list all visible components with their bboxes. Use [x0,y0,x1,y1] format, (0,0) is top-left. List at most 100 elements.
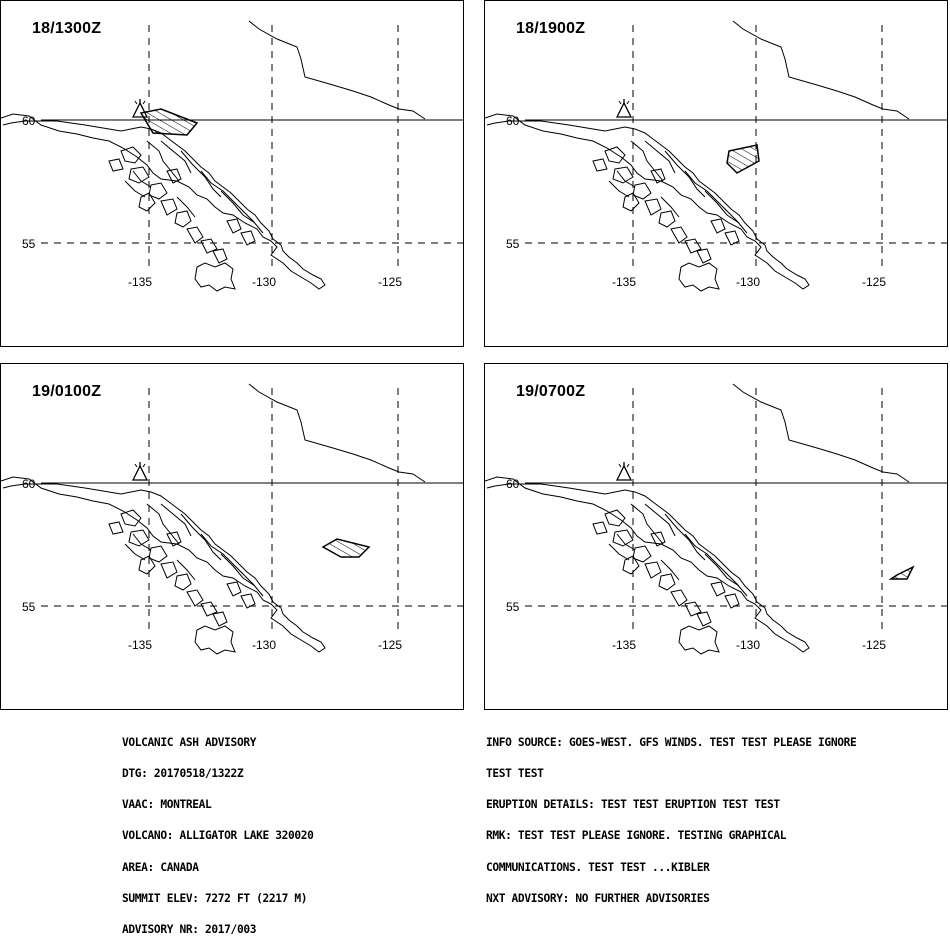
map-panel-2: 18/1900Z 60 55 -135 -130 -125 [484,0,948,347]
island [128,166,150,184]
island [186,226,204,244]
map-panel-3: 19/0100Z 60 55 -135 -130 -125 [0,363,464,710]
island [160,561,178,579]
island [240,593,256,609]
map-label-lon-135: -135 [612,275,637,289]
advisory-line: DTG: 20170518/1322Z [122,767,244,781]
island [166,168,182,184]
ash-cloud-polygon [888,565,915,580]
map-label-lon-135: -135 [128,275,153,289]
island [226,581,242,597]
inlet [240,208,264,234]
island [120,146,142,164]
map-label-lat-55: 55 [506,600,520,614]
border-line [732,20,910,120]
island [724,593,740,609]
island [120,509,142,527]
inlet [660,559,680,581]
advisory-line: AREA: CANADA [122,860,199,874]
island [592,521,608,535]
coastline [1,476,326,653]
island [696,248,712,264]
map-canvas [485,383,947,655]
island [166,531,182,547]
island [678,262,720,292]
inlet [630,140,664,182]
advisory-line: VOLCANIC ASH ADVISORY [122,735,257,749]
map-label-lon-135: -135 [612,638,637,652]
inlet [220,190,256,224]
inlet [160,140,192,174]
island [724,230,740,246]
island [710,218,726,234]
island [670,589,688,607]
advisory-line: ADVISORY NR: 2017/003 [122,923,257,937]
panel-time-label: 19/0100Z [32,383,102,400]
advisory-line: TEST TEST [486,767,544,781]
volcano-icon [615,462,633,481]
inlet [630,503,664,545]
inlet [160,503,192,537]
island [240,230,256,246]
inlet [124,543,146,561]
inlet [664,513,706,561]
advisory-header-left: VOLCANIC ASH ADVISORY DTG: 20170518/1322… [122,717,314,946]
map-canvas [1,383,463,655]
island [650,531,666,547]
ash-cloud-polygon [321,538,371,558]
ash-cloud-polygon [139,108,199,136]
advisory-line: VAAC: MONTREAL [122,798,212,812]
inlet [684,170,728,212]
map-label-lon-125: -125 [862,638,887,652]
island [138,555,156,575]
inlet [684,533,728,575]
border-line [248,383,426,483]
inlet [176,196,196,218]
inlet [180,150,222,198]
island [604,509,626,527]
inlet [124,180,146,198]
island [622,555,640,575]
island [644,198,662,216]
inlet [146,140,180,182]
advisory-line: NXT ADVISORY: NO FURTHER ADVISORIES [486,891,710,905]
coastline [485,476,810,653]
volcano-icon [615,99,633,118]
island [592,158,608,172]
map-canvas [485,20,947,292]
inlet [724,571,748,597]
map-label-lon-130: -130 [736,638,761,652]
island [200,601,218,617]
map-label-lon-125: -125 [378,638,403,652]
advisory-line: COMMUNICATIONS. TEST TEST ...KIBLER [486,860,710,874]
inlet [644,140,676,174]
border-line [248,20,426,120]
inlet [704,190,740,224]
map-label-lon-130: -130 [252,275,277,289]
island [128,529,150,547]
island [658,210,676,228]
inlet [180,513,222,561]
map-label-lat-55: 55 [506,237,520,251]
island [186,589,204,607]
map-panel-4: 19/0700Z 60 55 -135 -130 -125 [484,363,948,710]
volcano-icon [131,99,149,118]
island [622,192,640,212]
map-label-lon-125: -125 [862,275,887,289]
inlet [724,208,748,234]
map-label-lon-125: -125 [378,275,403,289]
island [200,238,218,254]
advisory-line: VOLCANO: ALLIGATOR LAKE 320020 [122,829,314,843]
inlet [176,559,196,581]
map-label-lat-60: 60 [22,114,36,128]
inlet [240,571,264,597]
map-label-lat-60: 60 [22,477,36,491]
island [160,198,178,216]
panel-time-label: 18/1900Z [516,20,586,37]
coastline [1,113,326,290]
inlet [660,196,680,218]
island [226,218,242,234]
island [108,521,124,535]
inlet [132,170,152,188]
island [174,210,192,228]
